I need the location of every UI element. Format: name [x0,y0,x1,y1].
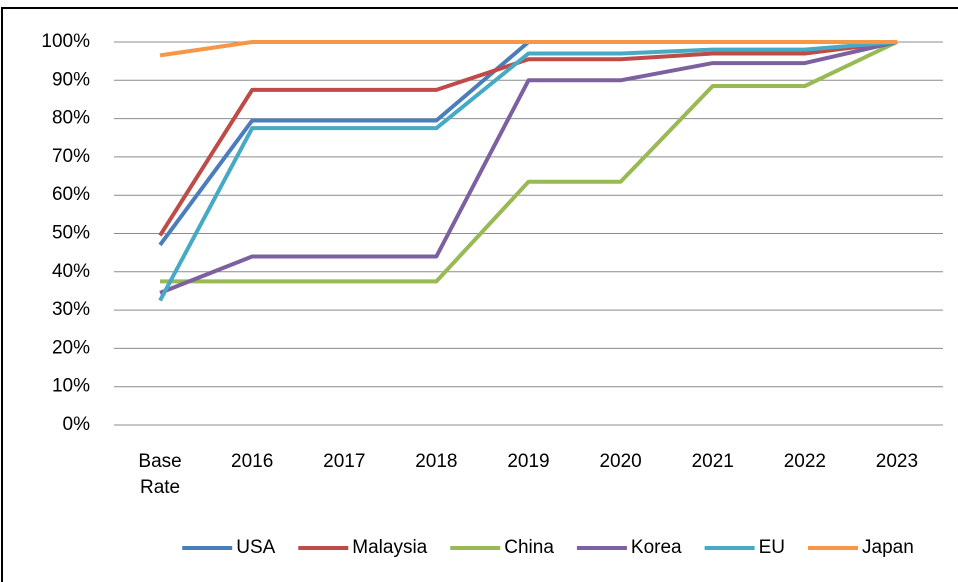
series-line [158,40,898,302]
legend-label: China [504,537,554,558]
legend-label: USA [236,537,275,558]
y-tick-label: 40% [52,261,90,282]
y-tick-label: 0% [63,414,91,435]
x-tick-label: 2023 [875,451,919,472]
x-tick-label: 2020 [599,451,642,472]
y-tick-label: 100% [41,31,90,52]
y-tick-label: 20% [52,337,90,358]
y-tick-label: 30% [52,299,90,320]
legend-label: Japan [862,537,914,558]
y-tick-label: 60% [52,184,90,205]
x-tick-label: 2017 [323,451,366,472]
y-tick-label: 70% [52,146,90,167]
x-tick-label: 2016 [231,451,274,472]
y-tick-label: 50% [52,223,90,244]
x-tick-label: 2021 [691,451,734,472]
x-tick-label: 2018 [415,451,458,472]
y-tick-label: 80% [52,108,90,129]
x-tick-label: Base Rate [138,451,182,498]
series-line [160,40,898,284]
series-line [158,40,898,237]
x-tick-label: 2022 [783,451,826,472]
legend-label: Malaysia [352,537,427,558]
series-line [159,40,898,295]
legend-label: Korea [631,537,682,558]
y-tick-label: 10% [52,376,90,397]
frame-border [1,7,958,582]
y-tick-label: 90% [52,69,90,90]
x-tick-label: 2019 [507,451,550,472]
series-line [159,40,897,58]
series-line [158,40,897,247]
legend-label: EU [759,537,785,558]
